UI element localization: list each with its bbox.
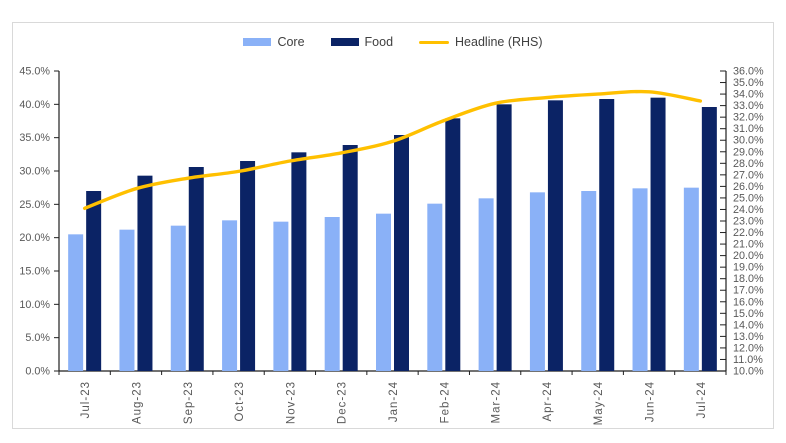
x-axis-label: Apr-24 <box>542 381 554 422</box>
right-axis-label: 14.0% <box>733 319 764 331</box>
right-axis-label: 24.0% <box>733 204 764 216</box>
right-axis-label: 21.0% <box>733 239 764 251</box>
x-axis-label: Mar-24 <box>491 381 503 423</box>
right-axis-label: 11.0% <box>733 354 763 366</box>
food-bar <box>86 191 102 371</box>
chart-legend: Core Food Headline (RHS) <box>13 36 773 49</box>
food-bar <box>342 145 358 371</box>
x-axis-label: Sep-23 <box>183 381 195 424</box>
x-axis-label: Aug-23 <box>131 381 143 424</box>
food-bar <box>599 99 615 371</box>
core-bar <box>222 220 238 371</box>
core-bar <box>170 225 186 371</box>
right-axis-label: 10.0% <box>733 366 764 378</box>
food-bar <box>137 175 153 371</box>
x-axis-label: Dec-23 <box>337 381 349 424</box>
right-axis-label: 16.0% <box>733 296 764 308</box>
right-axis-label: 31.0% <box>733 123 764 135</box>
core-bar <box>324 217 340 371</box>
left-axis-label: 15.0% <box>19 266 50 278</box>
right-axis-label: 23.0% <box>733 216 764 228</box>
right-axis-label: 25.0% <box>733 192 764 204</box>
headline-line-swatch-icon <box>419 40 450 44</box>
food-bar <box>701 107 717 371</box>
right-axis-label: 36.0% <box>733 66 764 78</box>
food-bar <box>291 152 307 371</box>
right-axis-label: 34.0% <box>733 89 764 101</box>
food-bar <box>240 161 256 371</box>
left-axis-label: 0.0% <box>25 366 50 378</box>
core-bar <box>581 191 597 371</box>
legend-label-core: Core <box>277 35 305 49</box>
x-axis-label: Feb-24 <box>439 381 451 423</box>
inflation-chart-card[interactable]: Core Food Headline (RHS) 0.0% 5.0% 10.0% 15… <box>12 22 774 429</box>
x-axis-label: May-24 <box>593 381 605 425</box>
core-bar <box>68 234 84 371</box>
food-bar <box>496 104 512 371</box>
food-swatch-icon <box>330 38 359 47</box>
food-bar <box>188 167 204 371</box>
headline-line <box>82 89 703 211</box>
food-bar <box>394 135 409 371</box>
right-axis-label: 29.0% <box>733 146 764 158</box>
left-axis-label: 35.0% <box>19 132 50 144</box>
right-axis-label: 22.0% <box>733 227 764 239</box>
x-axis-label: Jun-24 <box>645 381 657 422</box>
core-swatch-icon <box>243 38 272 47</box>
left-axis-label: 10.0% <box>19 299 50 311</box>
right-axis-label: 12.0% <box>733 342 764 354</box>
legend-item-headline: Headline (RHS) <box>419 36 543 49</box>
right-axis-label: 13.0% <box>733 331 764 343</box>
left-axis-label: 25.0% <box>19 199 50 211</box>
legend-label-food: Food <box>364 35 394 49</box>
x-axis-label: Oct-23 <box>234 381 246 422</box>
left-axis-label: 20.0% <box>19 232 50 244</box>
x-axis-label: Jan-24 <box>388 381 400 422</box>
core-bar <box>376 213 391 371</box>
core-bar <box>273 221 289 371</box>
right-axis-label: 27.0% <box>733 169 764 181</box>
left-axis-label: 45.0% <box>19 66 50 78</box>
right-axis-label: 32.0% <box>733 112 764 124</box>
core-bar <box>427 203 443 371</box>
core-bar <box>683 187 699 371</box>
right-axis-label: 26.0% <box>733 181 764 193</box>
x-axis-label: Jul-24 <box>696 381 708 418</box>
chart-plot-area: 0.0% 5.0% 10.0% 15.0% 20.0% 25.0% 30.0% 35.0% 40… <box>19 66 764 426</box>
left-axis-label: 40.0% <box>19 99 50 111</box>
right-axis-label: 18.0% <box>733 273 764 285</box>
x-axis-label: Nov-23 <box>285 381 297 424</box>
right-axis-label: 15.0% <box>733 308 764 320</box>
right-axis-label: 35.0% <box>733 77 764 89</box>
food-bar <box>445 118 461 371</box>
food-bar <box>650 97 666 372</box>
left-axis-label: 5.0% <box>25 332 50 344</box>
left-axis-label: 30.0% <box>19 166 50 178</box>
right-axis-label: 20.0% <box>733 250 764 262</box>
food-bar <box>547 100 563 371</box>
core-bar <box>478 198 494 371</box>
legend-label-headline: Headline (RHS) <box>455 35 543 49</box>
x-axis-label: Jul-23 <box>80 381 92 418</box>
right-axis-label: 28.0% <box>733 158 764 170</box>
right-axis-label: 17.0% <box>733 285 764 297</box>
core-bar <box>119 229 135 371</box>
right-axis-label: 33.0% <box>733 100 764 112</box>
legend-item-core: Core <box>243 35 305 49</box>
right-axis-label: 19.0% <box>733 262 764 274</box>
core-bar <box>529 192 545 371</box>
right-axis-label: 30.0% <box>733 135 764 147</box>
core-bar <box>632 188 648 371</box>
legend-item-food: Food <box>330 35 394 49</box>
